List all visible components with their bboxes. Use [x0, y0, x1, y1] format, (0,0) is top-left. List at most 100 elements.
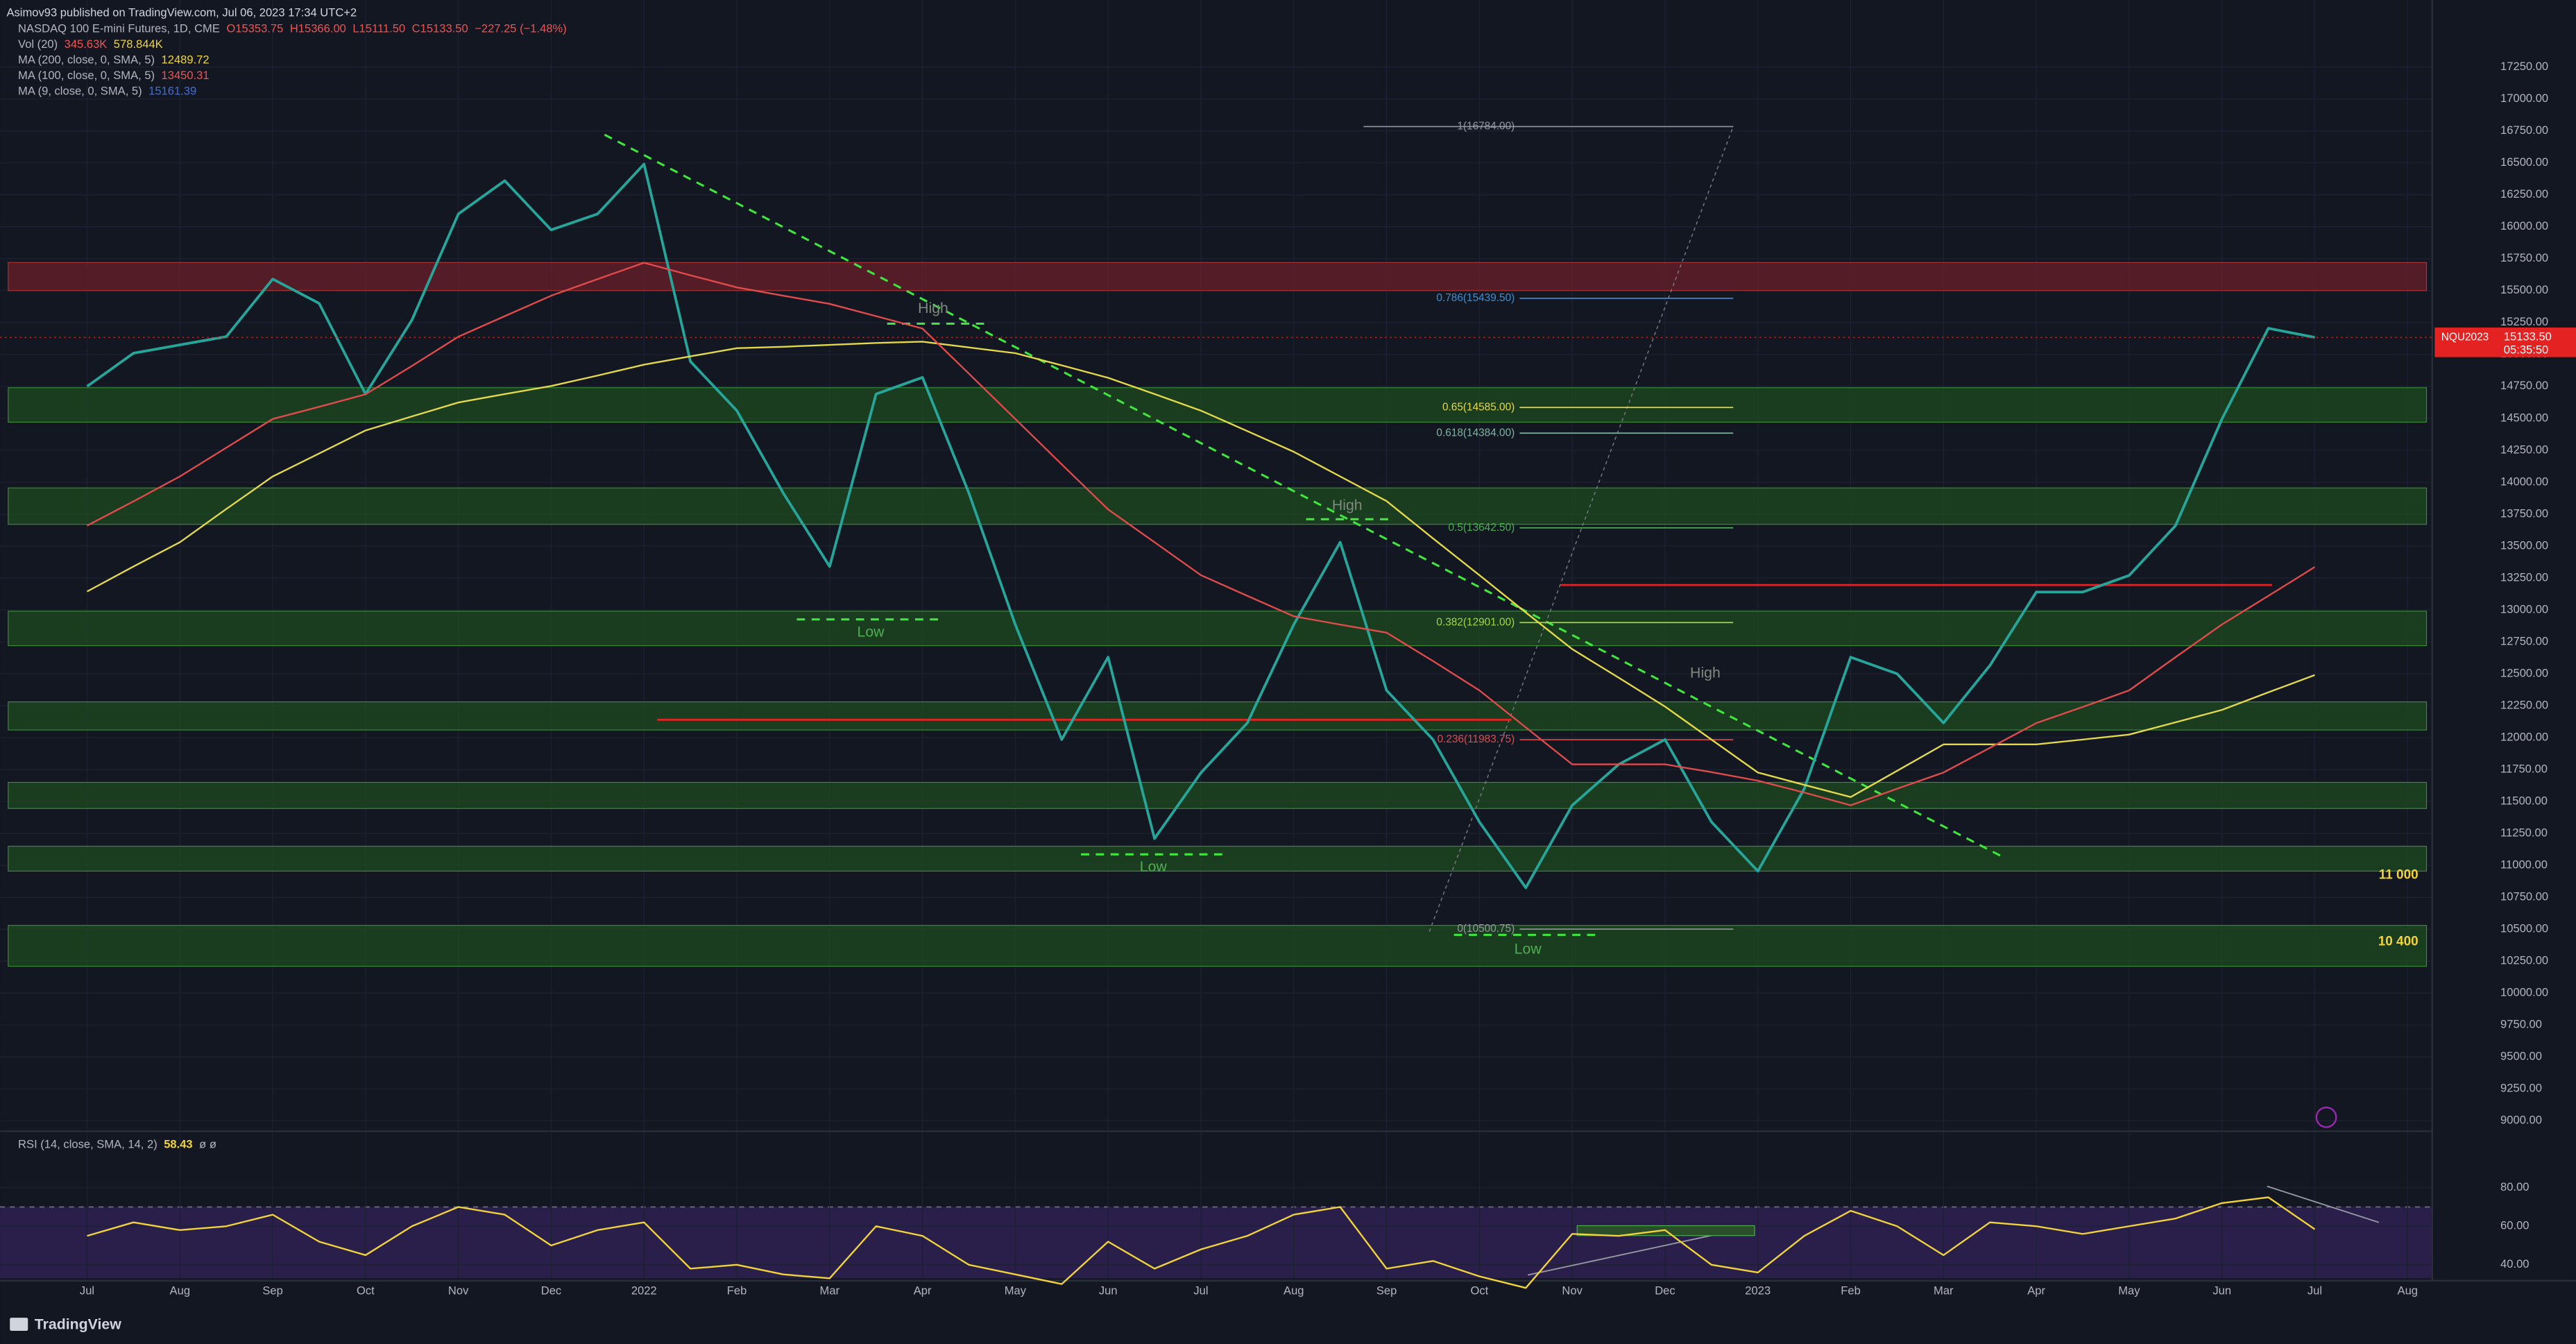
fib-label: 1(16784.00) — [1457, 120, 1515, 132]
legend-value: 345.63K — [65, 37, 108, 51]
x-tick-label: Nov — [448, 1284, 469, 1298]
zone — [8, 487, 2428, 525]
x-tick-label: Mar — [820, 1284, 840, 1298]
x-tick-label: Apr — [914, 1284, 932, 1298]
alert-icon[interactable] — [2315, 1106, 2337, 1128]
rsi-trendline — [2267, 1185, 2380, 1223]
y-tick-label: 12250.00 — [2500, 698, 2548, 711]
zone — [8, 781, 2428, 809]
rsi-trendline — [1528, 1228, 1742, 1276]
y-tick-label: 10000.00 — [2500, 986, 2548, 999]
rsi-band — [0, 1207, 2432, 1279]
y-tick-label: 14750.00 — [2500, 379, 2548, 392]
fib-label: 0.5(13642.50) — [1449, 522, 1515, 534]
y-tick-label: 13000.00 — [2500, 602, 2548, 615]
countdown: 05:35:50 — [2504, 343, 2548, 357]
y-tick-label: 14500.00 — [2500, 411, 2548, 424]
annotation: High — [1690, 664, 1721, 681]
x-tick-label: Feb — [1841, 1284, 1861, 1298]
y-tick-label: 16250.00 — [2500, 187, 2548, 201]
trendline — [1519, 606, 2005, 859]
publisher: Asimov93 published on TradingView.com, J… — [6, 6, 357, 19]
series-line — [86, 262, 2316, 806]
legend-row: MA (200, close, 0, SMA, 5) 12489.72 — [18, 53, 210, 67]
x-tick-label: Sep — [262, 1284, 282, 1298]
legend-value: O15353.75 — [226, 22, 283, 35]
annotation: Low — [1140, 858, 1168, 875]
zone — [8, 262, 2428, 291]
legend-row: MA (100, close, 0, SMA, 5) 13450.31 — [18, 69, 210, 82]
y2-tick-label: 60.00 — [2500, 1219, 2529, 1232]
price-tag-value: 15133.50 — [2504, 330, 2552, 343]
back-layer — [0, 0, 2432, 1279]
legend-name: MA (200, close, 0, SMA, 5) — [18, 53, 155, 67]
y-tick-label: 16750.00 — [2500, 124, 2548, 137]
y-tick-label: 9250.00 — [2500, 1082, 2542, 1095]
rsi-line — [87, 1196, 2316, 1289]
y-tick-label: 17250.00 — [2500, 60, 2548, 73]
x-tick-label: Nov — [1562, 1284, 1583, 1298]
x-tick-label: Jun — [2212, 1284, 2231, 1298]
legend-name: Vol (20) — [18, 37, 58, 51]
zone-label: 11 000 — [2379, 867, 2419, 882]
y2-tick-label: 40.00 — [2500, 1257, 2529, 1270]
zone — [8, 387, 2428, 423]
x-tick-label: 2023 — [1745, 1284, 1771, 1298]
x-tick-label: Jul — [1193, 1284, 1208, 1298]
legend-row: MA (9, close, 0, SMA, 5) 15161.39 — [18, 85, 196, 98]
y-tick-label: 17000.00 — [2500, 92, 2548, 105]
y-tick-label: 10500.00 — [2500, 922, 2548, 935]
fib-label: 0.65(14585.00) — [1442, 401, 1515, 413]
legend-value: 15161.39 — [148, 85, 196, 98]
legend-value: 12489.72 — [162, 53, 210, 67]
series-line — [86, 341, 2315, 798]
legend-name: MA (100, close, 0, SMA, 5) — [18, 69, 155, 82]
y-tick-label: 10750.00 — [2500, 890, 2548, 903]
x-tick-label: Jul — [80, 1284, 94, 1298]
zone — [8, 845, 2428, 872]
y-tick-label: 12000.00 — [2500, 730, 2548, 743]
legend-value: C15133.50 — [412, 22, 468, 35]
annotation: High — [1332, 497, 1363, 513]
legend-value: H15366.00 — [290, 22, 346, 35]
y-tick-label: 9500.00 — [2500, 1050, 2542, 1063]
annotation: Low — [1515, 940, 1542, 957]
y-tick-label: 16500.00 — [2500, 155, 2548, 169]
legend-value: 58.43 — [164, 1138, 192, 1151]
x-tick-label: Dec — [1655, 1284, 1675, 1298]
x-tick-label: Feb — [727, 1284, 747, 1298]
y-tick-label: 13750.00 — [2500, 507, 2548, 520]
y-tick-label: 13250.00 — [2500, 570, 2548, 584]
x-tick-label: Jun — [1099, 1284, 1118, 1298]
symbol-tag: NQU2023 — [2441, 331, 2489, 343]
trendline — [604, 133, 1521, 609]
y-tick-label: 14250.00 — [2500, 443, 2548, 456]
fib-label: 0(10500.75) — [1457, 923, 1515, 935]
legend-value: L15111.50 — [352, 22, 405, 35]
y-tick-label: 9000.00 — [2500, 1114, 2542, 1127]
annotation: High — [918, 300, 948, 316]
zone — [8, 701, 2428, 731]
x-tick-label: Oct — [357, 1284, 375, 1298]
x-tick-label: May — [1005, 1284, 1027, 1298]
legend-extra: ø ø — [199, 1138, 216, 1151]
y-tick-label: 13500.00 — [2500, 538, 2548, 552]
x-tick-label: Oct — [1470, 1284, 1488, 1298]
x-tick-label: Aug — [2398, 1284, 2418, 1298]
y2-tick-label: 80.00 — [2500, 1180, 2529, 1193]
legend-name: RSI (14, close, SMA, 14, 2) — [18, 1138, 157, 1151]
y-tick-label: 15500.00 — [2500, 283, 2548, 296]
y-tick-label: 9750.00 — [2500, 1018, 2542, 1031]
legend-row: Vol (20) 345.63K 578.844K — [18, 37, 163, 51]
x-tick-label: May — [2118, 1284, 2140, 1298]
x-tick-label: Sep — [1376, 1284, 1397, 1298]
fib-diagonal — [1428, 126, 1734, 932]
y-tick-label: 16000.00 — [2500, 219, 2548, 232]
y-tick-label: 15750.00 — [2500, 251, 2548, 264]
x-tick-label: Jul — [2308, 1284, 2322, 1298]
y-tick-label: 15250.00 — [2500, 315, 2548, 328]
fib-label: 0.382(12901.00) — [1436, 616, 1515, 628]
fib-label: 0.786(15439.50) — [1436, 292, 1515, 304]
